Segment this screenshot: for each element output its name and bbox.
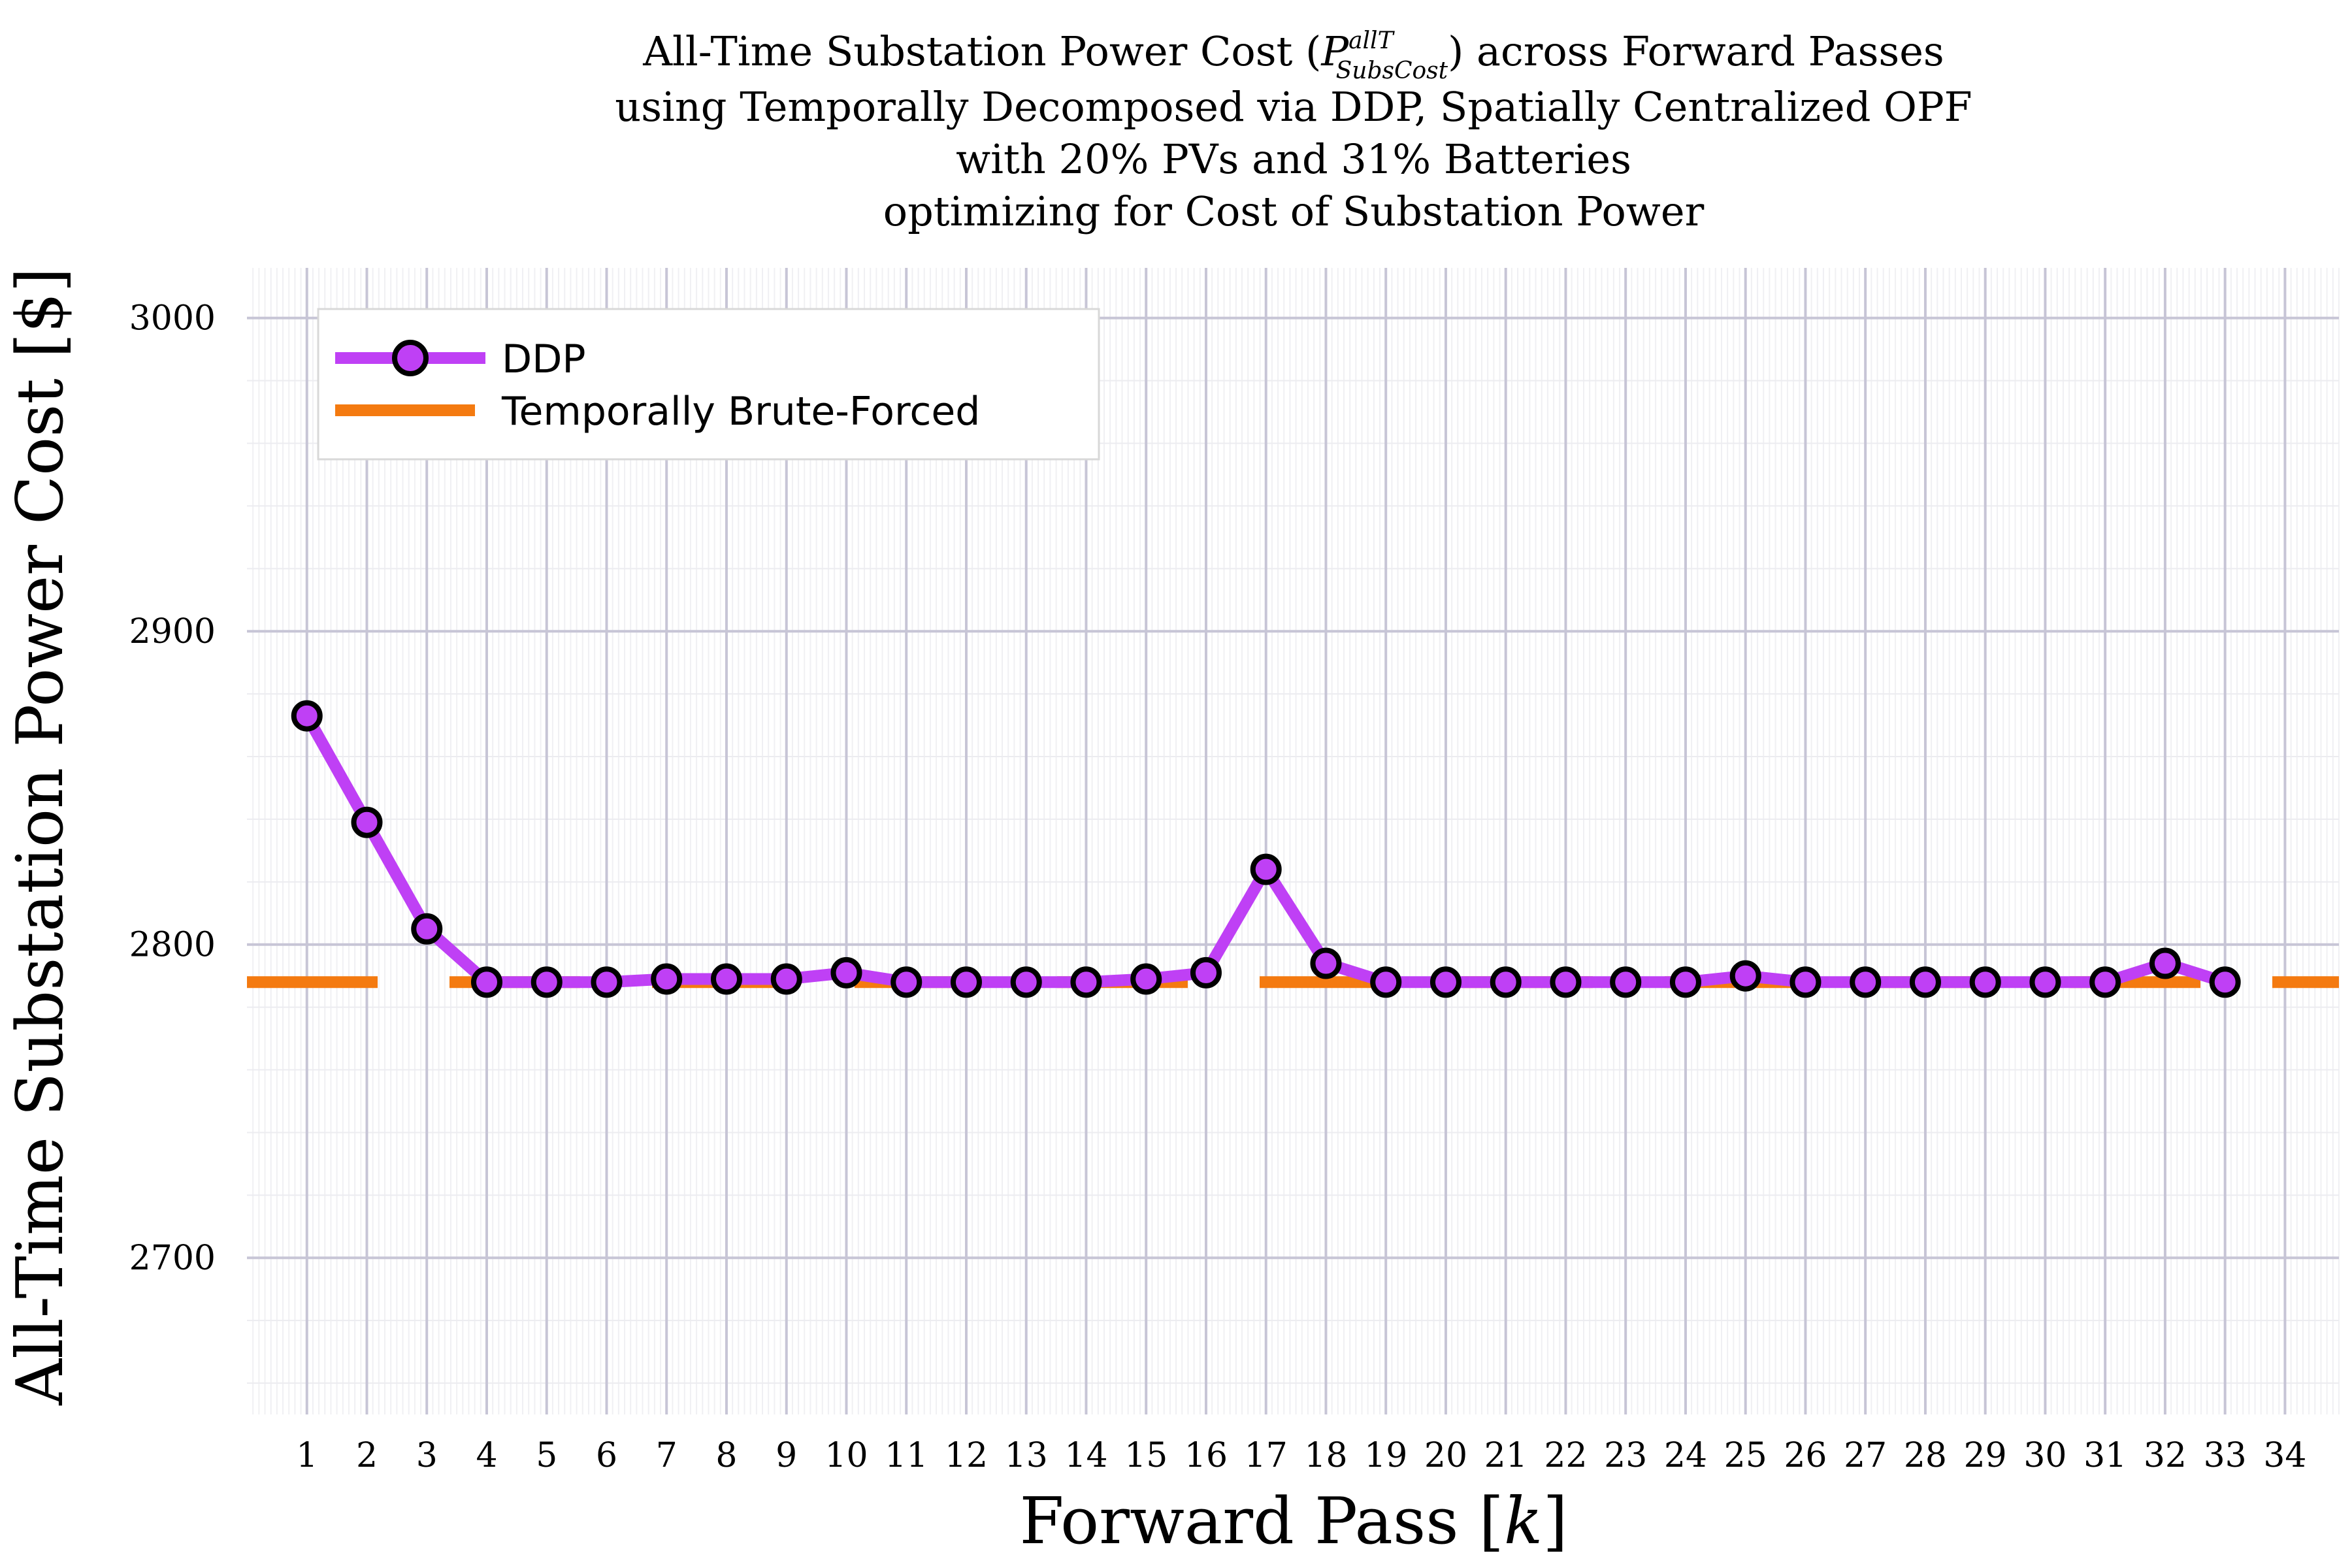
x-tick-label: 3: [416, 1436, 438, 1475]
ddp-point: [411, 913, 443, 945]
x-tick-label: 4: [476, 1436, 497, 1475]
ddp-point: [1969, 966, 2001, 998]
legend-ddp-label: DDP: [502, 336, 586, 382]
x-tick-label: 17: [1245, 1436, 1288, 1475]
y-tick-label: 2700: [129, 1239, 216, 1278]
ddp-point: [1669, 966, 1701, 998]
x-tick-label: 2: [356, 1436, 378, 1475]
chart-title-line3: with 20% PVs and 31% Batteries: [956, 135, 1631, 183]
x-tick-label: 11: [885, 1436, 928, 1475]
ddp-point: [1490, 966, 1522, 998]
ddp-point: [1010, 966, 1042, 998]
x-tick-label: 19: [1364, 1436, 1407, 1475]
x-tick-label: 34: [2263, 1436, 2306, 1475]
ddp-point: [710, 963, 742, 995]
title-math-superscript: allT: [1348, 27, 1395, 54]
x-tick-label: 9: [776, 1436, 797, 1475]
x-tick-label: 21: [1484, 1436, 1527, 1475]
legend: DDP Temporally Brute-Forced: [317, 308, 1100, 461]
ddp-point: [1610, 966, 1642, 998]
y-tick-label: 3000: [129, 299, 216, 338]
x-tick-label: 10: [825, 1436, 868, 1475]
ddp-point: [1190, 956, 1222, 988]
y-axis-label: All-Time Substation Power Cost [$]: [3, 267, 78, 1405]
title-math-symbol: P: [1320, 27, 1349, 75]
ddp-point: [1909, 966, 1941, 998]
x-tick-label: 20: [1424, 1436, 1467, 1475]
ddp-point: [1250, 853, 1282, 885]
y-axis-ticks: 2700 2800 2900 3000: [129, 299, 216, 1279]
chart-title-line2: using Temporally Decomposed via DDP, Spa…: [615, 83, 1972, 131]
ddp-point: [2029, 966, 2061, 998]
ddp-point: [591, 966, 623, 998]
x-tick-label: 6: [596, 1436, 617, 1475]
ddp-point: [830, 956, 862, 988]
ddp-point: [1789, 966, 1821, 998]
ddp-point: [531, 966, 563, 998]
ddp-point: [1729, 960, 1761, 992]
legend-ddp-marker: [392, 340, 429, 376]
ddp-point: [770, 963, 802, 995]
x-tick-label: 15: [1124, 1436, 1168, 1475]
x-tick-label: 32: [2144, 1436, 2187, 1475]
title-line1-after: ) across Forward Passes: [1448, 27, 1944, 75]
x-tick-label: 8: [715, 1436, 737, 1475]
x-tick-label: 7: [656, 1436, 678, 1475]
x-tick-label: 28: [1904, 1436, 1947, 1475]
ddp-point: [2089, 966, 2121, 998]
x-axis-label: Forward Pass [k]: [1019, 1484, 1567, 1559]
chart-title-line4: optimizing for Cost of Substation Power: [883, 188, 1705, 235]
ddp-point: [950, 966, 982, 998]
ddp-point: [651, 963, 683, 995]
x-axis-label-math: k: [1504, 1484, 1543, 1559]
x-tick-label: 30: [2023, 1436, 2066, 1475]
ddp-series: [291, 700, 2241, 998]
x-tick-label: 13: [1005, 1436, 1048, 1475]
x-tick-label: 33: [2204, 1436, 2247, 1475]
chart-title: All-Time Substation Power Cost (PallT Sub…: [615, 27, 1972, 235]
ddp-point: [1850, 966, 1882, 998]
x-tick-label: 5: [536, 1436, 557, 1475]
x-tick-label: 23: [1604, 1436, 1647, 1475]
x-tick-label: 1: [296, 1436, 318, 1475]
x-axis-label-before: Forward Pass [: [1019, 1484, 1503, 1559]
x-tick-label: 27: [1844, 1436, 1887, 1475]
x-tick-label: 25: [1724, 1436, 1767, 1475]
ddp-point: [1370, 966, 1402, 998]
y-tick-label: 2900: [129, 612, 216, 651]
x-tick-label: 29: [1964, 1436, 2007, 1475]
ddp-point: [2149, 947, 2181, 979]
ddp-point: [1130, 963, 1162, 995]
ddp-point: [1429, 966, 1462, 998]
ddp-point: [1070, 966, 1102, 998]
x-tick-label: 31: [2083, 1436, 2127, 1475]
ddp-point: [1550, 966, 1582, 998]
x-axis-label-after: ]: [1543, 1484, 1567, 1559]
ddp-point: [2209, 966, 2241, 998]
ddp-point: [470, 966, 502, 998]
major-grid: [247, 268, 2339, 1414]
ddp-point: [351, 806, 383, 838]
x-tick-label: 14: [1064, 1436, 1107, 1475]
legend-brute-force-label: Temporally Brute-Forced: [501, 389, 980, 434]
title-line1-before: All-Time Substation Power Cost (: [642, 27, 1321, 75]
x-tick-label: 22: [1544, 1436, 1587, 1475]
x-tick-label: 12: [945, 1436, 988, 1475]
ddp-point: [1310, 947, 1342, 979]
chart-title-line1: All-Time Substation Power Cost (PallT Sub…: [642, 27, 1944, 84]
y-tick-label: 2800: [129, 926, 216, 965]
x-tick-label: 24: [1664, 1436, 1707, 1475]
ddp-point: [890, 966, 923, 998]
legend-box: [317, 308, 1100, 461]
x-tick-label: 26: [1784, 1436, 1827, 1475]
ddp-point: [291, 700, 323, 732]
x-axis-ticks: 1 2 3 4 5 6 7 8 9 10 11 12 13 14 15 16 17 18 19 20 21 22 23 24 2…: [296, 1436, 2306, 1475]
x-tick-label: 16: [1184, 1436, 1228, 1475]
x-tick-label: 18: [1304, 1436, 1347, 1475]
title-math-subscript: SubsCost: [1336, 57, 1448, 84]
